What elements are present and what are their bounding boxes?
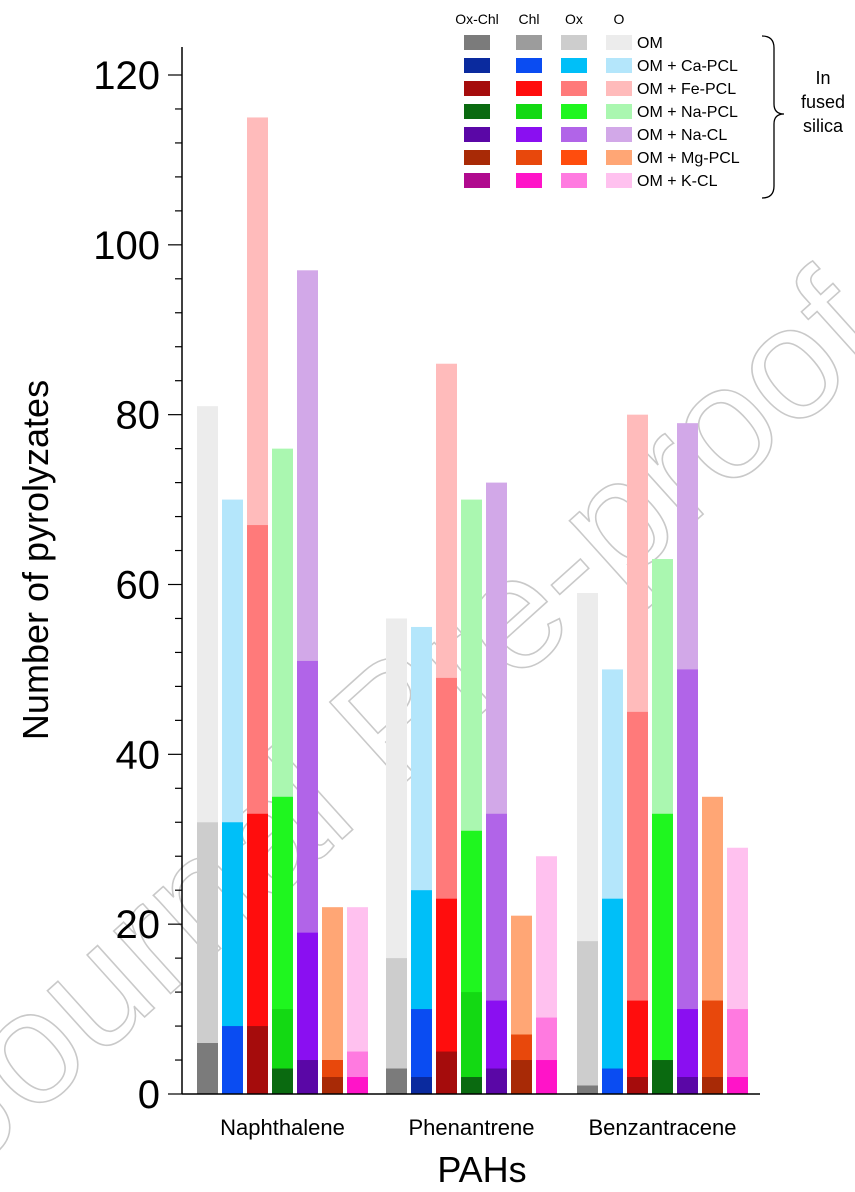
y-tick-label: 0: [138, 1073, 160, 1117]
bar-naphthalene-om-na-cl-ox-chl: [297, 1060, 318, 1094]
y-axis-label: Number of pyrolyzates: [15, 380, 56, 740]
x-axis-label: PAHs: [437, 1149, 526, 1190]
legend-swatch: [606, 81, 632, 96]
legend-swatch: [561, 81, 587, 96]
legend-swatch: [606, 150, 632, 165]
legend-swatch: [464, 104, 490, 119]
bar-benzantracene-om-ca-pcl-ox: [602, 899, 623, 1094]
bar-benzantracene-om-mg-pcl-ox-chl: [702, 1077, 723, 1094]
legend-swatch: [516, 150, 542, 165]
bar-phenantrene-om-ox-chl: [386, 1069, 407, 1094]
x-tick-label: Benzantracene: [589, 1115, 737, 1140]
legend-swatch: [516, 35, 542, 50]
legend-swatch: [464, 58, 490, 73]
bar-benzantracene-om-ca-pcl-chl: [602, 1069, 623, 1094]
legend-swatch: [516, 127, 542, 142]
bar-naphthalene-om-ca-pcl-chl: [222, 1026, 243, 1094]
legend-swatch: [516, 173, 542, 188]
bar-benzantracene-om-k-cl-chl: [727, 1077, 748, 1094]
legend-entry: OM + Fe-PCL: [637, 81, 736, 98]
bar-benzantracene-om-ox: [577, 941, 598, 1094]
legend-swatch: [561, 173, 587, 188]
bar-phenantrene-om-mg-pcl-ox-chl: [511, 1060, 532, 1094]
legend-swatch: [516, 104, 542, 119]
legend-entry: OM + Na-CL: [637, 127, 727, 144]
legend-annotation: In fused silica: [801, 68, 845, 136]
bar-benzantracene-om-na-pcl-ox: [652, 814, 673, 1094]
y-tick-label: 60: [116, 564, 161, 608]
legend-swatch: [464, 81, 490, 96]
bar-naphthalene-om-mg-pcl-ox-chl: [322, 1077, 343, 1094]
legend-swatch: [464, 150, 490, 165]
legend-swatch: [561, 35, 587, 50]
legend-column-header: Ox: [565, 11, 583, 27]
legend-swatch: [464, 127, 490, 142]
legend-swatch: [516, 58, 542, 73]
legend-swatch: [606, 127, 632, 142]
y-tick-label: 20: [116, 903, 161, 947]
legend-entry: OM: [637, 35, 663, 52]
bar-phenantrene-om-fe-pcl-ox-chl: [436, 1052, 457, 1094]
bar-naphthalene-om-ox-chl: [197, 1043, 218, 1094]
legend-swatch: [464, 35, 490, 50]
bar-benzantracene-om-na-cl-ox-chl: [677, 1077, 698, 1094]
legend-swatch: [561, 127, 587, 142]
legend-swatch: [516, 81, 542, 96]
y-tick-label: 80: [116, 394, 161, 438]
legend-column-header: Chl: [518, 11, 539, 27]
legend: Ox-Chl Chl Ox O OM OM + Ca-PCL OM + Fe-PCL OM +…: [455, 11, 845, 198]
bar-phenantrene-om-na-cl-ox-chl: [486, 1069, 507, 1094]
legend-entry: OM + Na-PCL: [637, 104, 738, 121]
x-tick-label: Naphthalene: [220, 1115, 345, 1140]
legend-swatch: [606, 58, 632, 73]
legend-swatch: [561, 58, 587, 73]
legend-entry: OM + Mg-PCL: [637, 150, 740, 167]
legend-column-header: O: [614, 11, 625, 27]
bar-naphthalene-om-fe-pcl-ox-chl: [247, 1026, 268, 1094]
legend-swatch: [606, 35, 632, 50]
bars-group: [197, 117, 748, 1094]
bar-benzantracene-om-fe-pcl-ox-chl: [627, 1077, 648, 1094]
legend-swatch: [464, 173, 490, 188]
legend-swatch: [561, 104, 587, 119]
bar-naphthalene-om-na-pcl-ox-chl: [272, 1069, 293, 1094]
x-tick-label: Phenantrene: [409, 1115, 535, 1140]
legend-column-header: Ox-Chl: [455, 11, 499, 27]
bar-phenantrene-om-na-pcl-ox-chl: [461, 1077, 482, 1094]
legend-swatch: [606, 173, 632, 188]
legend-swatch: [561, 150, 587, 165]
legend-entry: OM + K-CL: [637, 173, 718, 190]
bar-benzantracene-om-na-pcl-ox-chl: [652, 1060, 673, 1094]
bar-phenantrene-om-ca-pcl-ox-chl: [411, 1077, 432, 1094]
legend-bracket: [762, 36, 784, 198]
bar-phenantrene-om-k-cl-chl: [536, 1060, 557, 1094]
y-tick-label: 40: [116, 733, 161, 777]
y-tick-label: 100: [93, 224, 160, 268]
bar-benzantracene-om-ox-chl: [577, 1086, 598, 1094]
y-tick-label: 120: [93, 54, 160, 98]
legend-swatch: [606, 104, 632, 119]
bar-naphthalene-om-k-cl-chl: [347, 1077, 368, 1094]
legend-entry: OM + Ca-PCL: [637, 58, 738, 75]
